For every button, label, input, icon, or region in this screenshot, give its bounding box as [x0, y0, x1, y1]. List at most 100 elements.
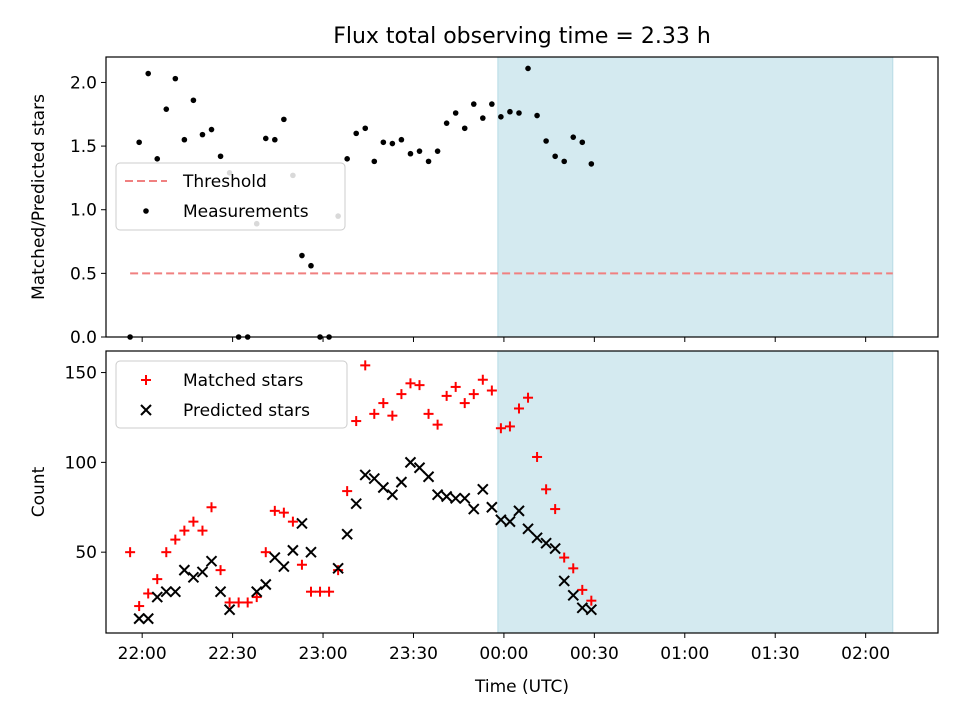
marker-stroke	[576, 602, 588, 614]
marker-stroke	[296, 517, 308, 530]
marker-stroke	[440, 490, 453, 503]
marker-stroke	[395, 476, 408, 488]
marker-stroke	[269, 551, 281, 564]
matched-star-marker	[459, 398, 470, 409]
matched-star-marker	[504, 421, 515, 432]
measurement-point	[136, 139, 142, 146]
measurement-point	[344, 156, 350, 162]
matched-star-marker	[477, 374, 488, 385]
measurement-point	[407, 150, 414, 157]
predicted-star-marker	[151, 591, 163, 603]
predicted-star-marker	[178, 564, 191, 576]
y-tick-label: 2.0	[70, 73, 97, 93]
marker-stroke	[142, 612, 154, 625]
top-legend: Threshold Measurements	[115, 162, 346, 231]
predicted-star-marker	[223, 603, 236, 616]
measurement-point	[389, 140, 396, 147]
measurement-point	[543, 138, 549, 144]
measurement-point	[398, 136, 405, 143]
matched-star-marker	[179, 525, 190, 536]
predicted-star-marker	[468, 503, 480, 515]
measurement-point	[154, 156, 161, 162]
marker-stroke	[350, 497, 362, 510]
predicted-star-marker	[160, 585, 172, 598]
matched-star-marker	[269, 505, 280, 516]
matched-star-marker	[305, 586, 316, 597]
matched-star-marker	[125, 547, 136, 558]
predicted-star-marker	[558, 575, 570, 587]
measurement-point	[371, 158, 378, 165]
predicted-star-marker	[332, 562, 344, 575]
x-tick-label: 23:30	[389, 644, 438, 664]
matched-star-marker	[215, 565, 226, 576]
x-tick-label: 01:30	[751, 644, 800, 664]
predicted-star-marker	[278, 560, 290, 573]
measurement-point	[416, 148, 423, 154]
matched-star-marker	[333, 565, 344, 576]
x-axis-label: Time (UTC)	[474, 677, 569, 697]
measurement-point	[262, 135, 269, 142]
matched-star-marker	[360, 360, 371, 371]
predicted-star-marker	[350, 497, 362, 510]
predicted-star-marker	[140, 404, 152, 416]
marker-stroke	[522, 523, 534, 535]
matched-star-marker	[441, 390, 452, 401]
measurement-point	[480, 115, 486, 121]
predicted-star-marker	[486, 501, 498, 513]
matched-star-marker	[188, 516, 199, 527]
legend-matched-label: Matched stars	[183, 371, 303, 391]
matched-star-marker	[396, 389, 407, 400]
legend-box	[115, 360, 348, 429]
matched-star-marker	[495, 423, 506, 434]
matched-star-marker	[387, 410, 398, 421]
matched-star-marker	[260, 547, 271, 558]
matched-star-marker	[141, 375, 151, 385]
y-tick-label: 150	[65, 364, 97, 384]
predicted-star-marker	[413, 462, 426, 474]
predicted-star-marker	[296, 517, 308, 530]
predicted-star-marker	[576, 602, 588, 614]
marker-stroke	[178, 564, 191, 576]
measurement-point	[489, 101, 495, 107]
measurement-point	[353, 130, 360, 137]
measurement-point	[172, 75, 179, 82]
marker-stroke	[531, 532, 543, 544]
marker-stroke	[459, 492, 471, 504]
marker-stroke	[368, 472, 380, 485]
predicted-star-marker	[540, 537, 552, 549]
axes-frame	[105, 350, 939, 634]
matched-star-marker	[134, 601, 145, 612]
matched-star-marker	[568, 563, 579, 574]
marker-stroke	[187, 571, 200, 584]
predicted-star-marker	[142, 612, 154, 625]
measurement-point	[434, 148, 441, 154]
measurement-point	[588, 161, 595, 167]
marker-stroke	[513, 505, 525, 517]
x-tick-label: 22:30	[208, 644, 257, 664]
measurement-point	[534, 112, 540, 119]
marker-stroke	[305, 546, 317, 558]
predicted-star-marker	[377, 481, 390, 494]
marker-stroke	[431, 488, 444, 501]
measurement-point	[461, 125, 468, 132]
marker-stroke	[386, 488, 399, 501]
measurement-point	[570, 134, 577, 140]
measurement-point	[208, 126, 215, 133]
predicted-star-marker	[251, 585, 263, 598]
marker-stroke	[251, 585, 263, 598]
measurement-point	[443, 120, 450, 126]
predicted-star-marker	[495, 514, 507, 526]
axes-frame	[105, 56, 939, 338]
predicted-star-marker	[422, 471, 435, 483]
matched-star-marker	[550, 504, 561, 515]
matched-star-marker	[577, 584, 588, 595]
matched-star-marker	[242, 597, 253, 608]
marker-stroke	[567, 589, 579, 601]
marker-stroke	[151, 591, 163, 603]
marker-stroke	[287, 544, 299, 557]
marker-stroke	[468, 503, 480, 515]
matched-star-marker	[342, 486, 353, 497]
measurement-point	[498, 114, 504, 120]
x-tick-label: 00:30	[570, 644, 619, 664]
predicted-star-marker	[395, 476, 408, 488]
